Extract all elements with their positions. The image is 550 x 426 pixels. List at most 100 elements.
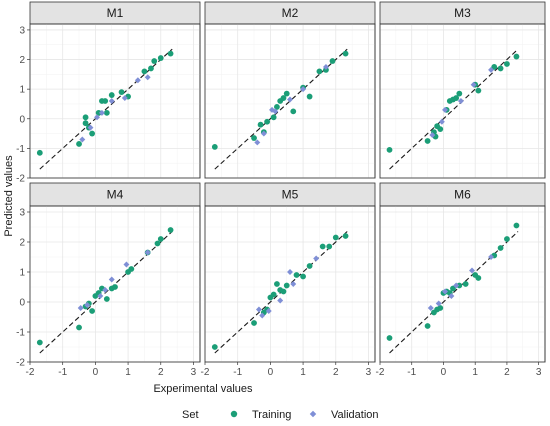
facet-strip-label: M2 bbox=[282, 6, 299, 20]
x-tick-label: 1 bbox=[125, 367, 131, 378]
training-point bbox=[128, 266, 135, 272]
y-tick-label: 1 bbox=[19, 85, 25, 96]
x-tick-label: 2 bbox=[333, 367, 339, 378]
x-tick-label: -1 bbox=[407, 367, 416, 378]
training-point bbox=[386, 335, 393, 341]
training-point bbox=[280, 288, 287, 295]
training-point bbox=[497, 245, 504, 251]
training-point bbox=[283, 90, 290, 97]
x-tick-label: 2 bbox=[158, 367, 164, 378]
training-point bbox=[89, 130, 96, 137]
training-point bbox=[274, 104, 280, 110]
facet-strip-label: M1 bbox=[107, 6, 124, 20]
training-point bbox=[157, 236, 164, 242]
y-axis-title: Predicted values bbox=[3, 155, 15, 237]
training-point bbox=[306, 263, 313, 269]
x-tick-label: 0 bbox=[93, 367, 99, 378]
training-point bbox=[141, 68, 148, 75]
training-point bbox=[154, 240, 161, 247]
y-tick-label: 3 bbox=[19, 208, 25, 219]
training-point bbox=[270, 291, 277, 298]
y-tick-label: -2 bbox=[16, 358, 25, 369]
panel-border bbox=[379, 205, 546, 363]
panel-border bbox=[29, 23, 201, 179]
identity-reference-line bbox=[389, 48, 519, 170]
panel-border bbox=[379, 23, 546, 179]
y-tick-label: -2 bbox=[16, 174, 25, 185]
training-point bbox=[82, 114, 89, 121]
facet-panel-m5: M5 -2 -1 0 1 2 3 bbox=[201, 182, 376, 378]
facet-panel-m3: M3 bbox=[379, 1, 546, 179]
training-point bbox=[118, 89, 125, 96]
training-point bbox=[491, 64, 498, 70]
identity-reference-line bbox=[389, 231, 519, 354]
training-point bbox=[148, 65, 154, 72]
training-point bbox=[497, 65, 504, 72]
x-tick-label: 0 bbox=[268, 367, 274, 378]
training-point bbox=[513, 53, 520, 60]
facet-panel-m1: M1 -2 -1 0 1 2 3 bbox=[16, 1, 201, 185]
training-point bbox=[319, 243, 326, 250]
training-point bbox=[95, 109, 102, 116]
facet-strip-label: M4 bbox=[107, 188, 124, 202]
panel-border bbox=[204, 205, 376, 363]
facet-strip-label: M3 bbox=[454, 6, 471, 20]
training-point bbox=[251, 135, 257, 141]
legend: Set Training Validation bbox=[182, 409, 379, 421]
y-tick-label: -1 bbox=[16, 328, 25, 339]
training-point bbox=[167, 50, 174, 57]
x-tick-label: 3 bbox=[191, 367, 197, 378]
training-point bbox=[316, 68, 323, 75]
training-point bbox=[513, 222, 520, 229]
legend-key-validation-marker bbox=[309, 410, 317, 418]
y-tick-label: -1 bbox=[16, 144, 25, 155]
training-point bbox=[332, 234, 339, 241]
training-point bbox=[211, 144, 218, 150]
training-point bbox=[274, 281, 280, 287]
x-tick-label: 0 bbox=[441, 367, 447, 378]
training-point bbox=[300, 273, 306, 280]
panels-layer: M1 -2 -1 0 1 2 3 M2 M3 M4 -2 -1 0 1 2 3 -2 -1 0 1 2 3 M5 -2 -1 0 1… bbox=[16, 1, 546, 378]
training-point bbox=[257, 121, 264, 128]
training-point bbox=[462, 281, 469, 287]
training-point bbox=[437, 126, 444, 133]
training-point bbox=[92, 293, 99, 299]
y-tick-label: 0 bbox=[19, 298, 25, 309]
training-point bbox=[102, 98, 109, 104]
training-point bbox=[108, 92, 115, 98]
legend-key-training-marker bbox=[230, 410, 238, 418]
facet-panel-m4: M4 -2 -1 0 1 2 3 -2 -1 0 1 2 3 bbox=[16, 182, 201, 378]
y-tick-label: 2 bbox=[19, 55, 25, 66]
training-point bbox=[456, 90, 463, 97]
x-tick-label: 1 bbox=[472, 367, 478, 378]
training-point bbox=[424, 323, 431, 329]
training-point bbox=[475, 275, 482, 281]
training-point bbox=[76, 141, 82, 147]
training-point bbox=[251, 320, 257, 326]
training-point bbox=[270, 114, 277, 121]
x-tick-label: 2 bbox=[504, 367, 510, 378]
training-point bbox=[283, 282, 290, 289]
training-point bbox=[453, 95, 460, 101]
training-point bbox=[306, 93, 313, 100]
facet-strip-label: M5 bbox=[282, 188, 299, 202]
training-point bbox=[211, 344, 218, 350]
facet-strip-label: M6 bbox=[454, 188, 471, 202]
training-point bbox=[112, 284, 118, 290]
training-point bbox=[103, 296, 110, 302]
training-point bbox=[103, 109, 110, 116]
legend-label-validation: Validation bbox=[331, 409, 379, 421]
x-tick-label: -1 bbox=[58, 367, 67, 378]
training-point bbox=[342, 50, 349, 57]
training-point bbox=[342, 233, 349, 239]
panel-background bbox=[29, 23, 201, 179]
y-tick-label: 2 bbox=[19, 238, 25, 249]
panel-border bbox=[204, 23, 376, 179]
facet-panel-m2: M2 bbox=[204, 1, 376, 179]
y-tick-label: 0 bbox=[19, 114, 25, 125]
training-point bbox=[36, 149, 43, 156]
panel-border bbox=[29, 205, 201, 363]
training-point bbox=[89, 308, 96, 314]
training-point bbox=[280, 95, 287, 101]
legend-title: Set bbox=[182, 409, 199, 421]
